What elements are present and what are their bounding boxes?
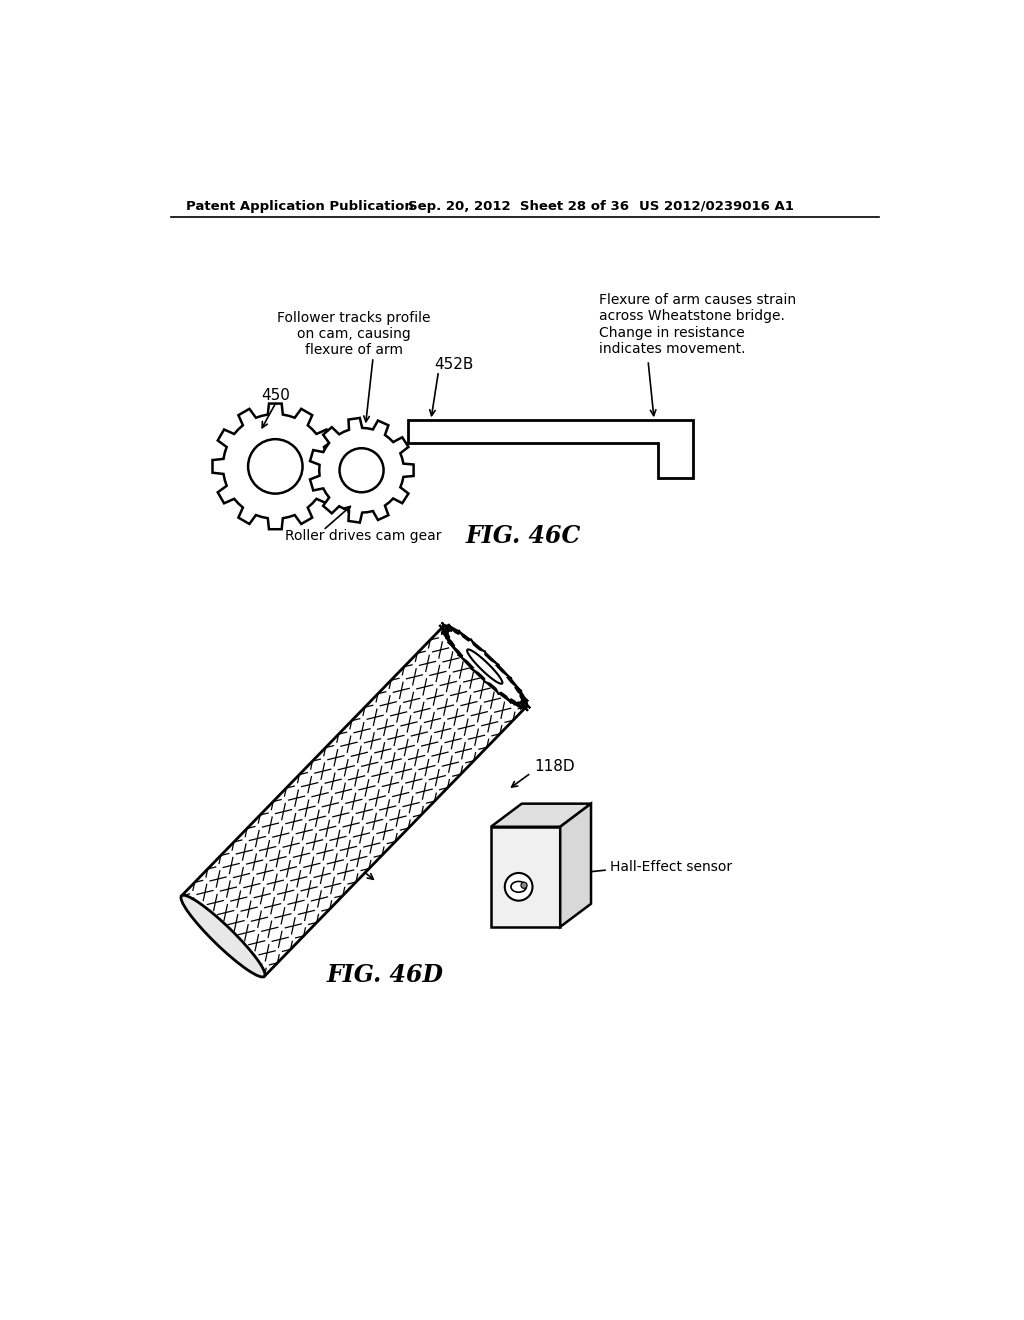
Polygon shape [490,826,560,927]
Text: US 2012/0239016 A1: US 2012/0239016 A1 [639,199,794,213]
Text: Sep. 20, 2012  Sheet 28 of 36: Sep. 20, 2012 Sheet 28 of 36 [408,199,629,213]
Polygon shape [181,627,526,977]
Text: Roller drives cam gear: Roller drives cam gear [285,529,441,543]
Polygon shape [490,804,591,826]
Text: Hall-Effect sensor: Hall-Effect sensor [609,859,731,874]
Polygon shape [310,418,414,523]
Circle shape [248,440,302,494]
Ellipse shape [181,895,265,977]
Text: Patent Application Publication: Patent Application Publication [186,199,414,213]
Polygon shape [560,804,591,927]
Polygon shape [467,649,503,684]
Text: 118D: 118D [535,759,575,775]
Polygon shape [408,420,692,478]
Text: FIG. 46C: FIG. 46C [466,524,581,548]
Ellipse shape [511,882,526,892]
Circle shape [521,882,527,888]
Text: 452B: 452B [435,358,474,372]
Text: Flexure of arm causes strain
across Wheatstone bridge.
Change in resistance
indi: Flexure of arm causes strain across Whea… [599,293,796,356]
Text: 452D: 452D [543,807,583,822]
Text: 450: 450 [261,388,291,403]
Circle shape [340,449,384,492]
Polygon shape [213,404,338,529]
Text: FIG. 46D: FIG. 46D [327,962,443,986]
Text: Follower tracks profile
on cam, causing
flexure of arm: Follower tracks profile on cam, causing … [278,312,431,358]
Text: 450: 450 [333,858,361,873]
Polygon shape [439,623,530,710]
Ellipse shape [442,626,526,708]
Circle shape [505,873,532,900]
